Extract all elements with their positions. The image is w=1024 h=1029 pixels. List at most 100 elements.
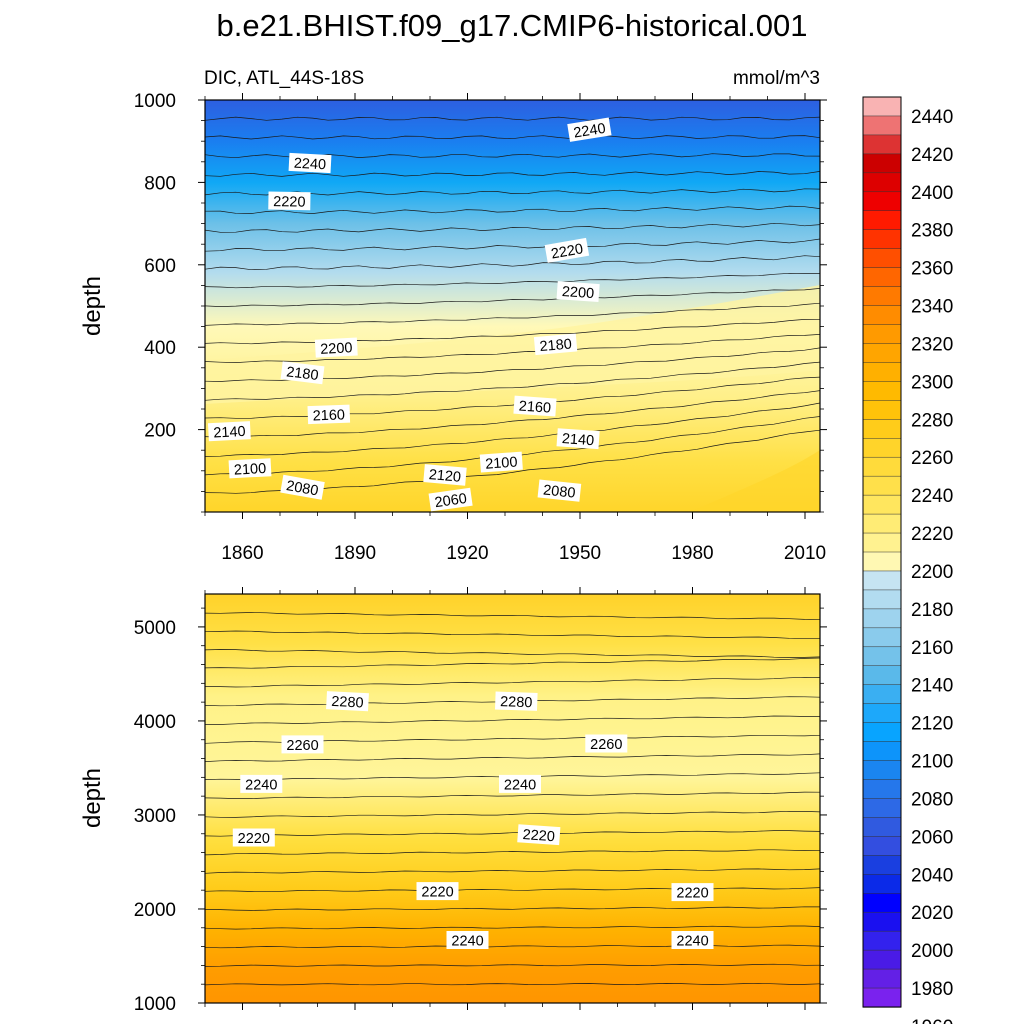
contour-label-box	[494, 691, 538, 711]
contour-line	[204, 255, 821, 271]
colorbar-swatch	[862, 438, 902, 458]
contour-label: 2240	[446, 931, 489, 950]
panel-units-label: mmol/m^3	[733, 68, 820, 89]
contour-line	[204, 288, 821, 307]
upper-shelf-region	[205, 285, 820, 404]
contour-label: 2120	[423, 464, 467, 486]
colorbar-swatch	[862, 362, 902, 383]
contour-label: 2240	[671, 931, 714, 950]
contour-line	[204, 868, 821, 874]
colorbar-swatch	[862, 855, 902, 875]
colorbar-label: 2060	[911, 827, 953, 848]
contour-label-box	[556, 428, 600, 450]
colorbar-swatch	[862, 532, 902, 553]
contour-label-box	[416, 882, 459, 901]
colorbar-label: 2180	[911, 600, 953, 621]
contour-line	[204, 982, 821, 986]
colorbar-swatch	[862, 760, 902, 781]
colorbar-swatch	[862, 210, 902, 231]
contour-label: 2260	[281, 735, 324, 754]
contour-line	[204, 334, 821, 363]
contour-label-text: 2180	[539, 336, 573, 355]
x-tick-label: 2010	[784, 543, 826, 564]
contour-label: 2240	[288, 152, 332, 174]
contour-label-text: 2240	[451, 934, 483, 950]
colorbar-swatch	[862, 836, 902, 856]
contour-line	[204, 376, 821, 419]
contour-line	[204, 830, 821, 837]
contour-line	[204, 302, 821, 326]
contour-label-text: 2260	[286, 738, 318, 754]
contour-label-box	[671, 931, 714, 949]
colorbar-label: 2080	[911, 790, 953, 811]
contour-label-box	[240, 774, 283, 793]
colorbar-swatch	[862, 627, 902, 648]
contour-label: 2160	[307, 404, 351, 425]
colorbar-label: 2420	[911, 145, 953, 166]
x-tick-label: 1980	[671, 543, 713, 564]
colorbar-label: 2000	[911, 941, 953, 962]
y-tick-label: 2000	[134, 900, 176, 921]
contour-label-text: 2120	[428, 467, 462, 486]
contour-label-text: 2240	[572, 121, 606, 142]
contour-label-text: 2200	[320, 340, 353, 358]
colorbar-swatch	[862, 608, 902, 629]
contour-label: 2220	[671, 883, 714, 902]
contour-label-box	[326, 691, 369, 712]
contour-label: 2200	[556, 281, 600, 302]
contour-line	[204, 205, 821, 214]
contour-label: 2220	[268, 191, 311, 211]
contour-line	[204, 318, 821, 345]
contour-label-box	[314, 337, 358, 358]
colorbar-label: 2140	[911, 676, 953, 697]
contour-label: 2240	[567, 117, 612, 142]
contour-label: 2060	[428, 487, 473, 512]
contour-label-text: 2260	[590, 737, 622, 753]
contour-line	[204, 390, 821, 438]
contour-line	[204, 222, 821, 233]
y-tick-label: 4000	[134, 712, 176, 733]
contour-label-text: 2280	[500, 694, 533, 711]
contour-label-text: 2240	[504, 777, 536, 793]
upper-contour-labels: 2060 2080 2080 2100 2100 2120 2140 2140 2160 2160…	[207, 117, 612, 512]
contour-label-text: 2160	[518, 398, 551, 416]
colorbar-swatch	[862, 229, 902, 250]
contour-label-box	[567, 117, 612, 142]
colorbar-swatch	[862, 570, 902, 591]
y-tick-label: 3000	[134, 806, 176, 827]
contour-label: 2080	[280, 474, 325, 500]
contour-label-box	[499, 774, 541, 793]
contour-label-text: 2220	[676, 886, 708, 902]
contour-label-text: 2280	[331, 694, 364, 712]
colorbar-label: 2200	[911, 562, 953, 583]
colorbar-swatch	[862, 191, 902, 212]
contour-label-box	[280, 361, 325, 385]
x-tick-label: 1890	[334, 543, 376, 564]
y-tick-label: 400	[144, 338, 176, 359]
contour-label-box	[533, 333, 578, 356]
colorbar-swatch	[862, 817, 902, 838]
colorbar-label: 2340	[911, 297, 953, 318]
contour-line	[204, 649, 821, 658]
contour-label-text: 2080	[542, 482, 576, 501]
contour-label-text: 2240	[293, 156, 326, 174]
contour-label-box	[428, 487, 473, 512]
lower-axis-ticks: 1000 2000 3000 4000 5000	[134, 587, 827, 1015]
contour-label: 2180	[533, 333, 578, 356]
y-tick-label: 5000	[134, 618, 176, 639]
contour-label-box	[281, 735, 324, 754]
colorbar-swatch	[862, 874, 902, 894]
colorbar-swatch	[862, 589, 902, 610]
colorbar-swatch	[862, 911, 902, 932]
contour-label-text: 2100	[234, 461, 267, 479]
colorbar-swatch	[862, 324, 902, 345]
contour-label: 2140	[207, 421, 251, 442]
contour-label-box	[307, 404, 351, 425]
contour-line	[204, 361, 821, 401]
contour-label-box	[585, 734, 628, 753]
contour-label: 2280	[494, 691, 538, 711]
contour-line	[204, 753, 821, 762]
contour-label-text: 2220	[238, 831, 270, 847]
